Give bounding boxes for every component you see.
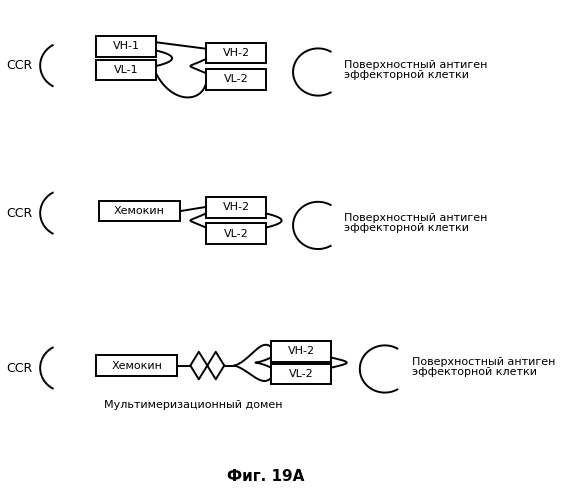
FancyBboxPatch shape [99, 201, 180, 222]
Text: VH-2: VH-2 [222, 202, 249, 212]
FancyBboxPatch shape [206, 224, 266, 244]
Text: Хемокин: Хемокин [114, 206, 165, 216]
Text: CCR: CCR [6, 206, 32, 220]
Text: эффекторной клетки: эффекторной клетки [344, 70, 469, 81]
Text: Мультимеризационный домен: Мультимеризационный домен [104, 400, 282, 410]
Text: Поверхностный антиген: Поверхностный антиген [412, 356, 555, 366]
FancyBboxPatch shape [271, 341, 331, 361]
Text: эффекторной клетки: эффекторной клетки [412, 368, 537, 378]
Text: CCR: CCR [6, 59, 32, 72]
Text: VL-2: VL-2 [289, 369, 313, 379]
Text: Поверхностный антиген: Поверхностный антиген [344, 212, 487, 222]
Text: эффекторной клетки: эффекторной клетки [344, 224, 469, 234]
Text: Хемокин: Хемокин [112, 360, 162, 370]
Text: VL-1: VL-1 [114, 65, 139, 75]
Text: VL-2: VL-2 [223, 74, 248, 85]
Text: VL-2: VL-2 [223, 229, 248, 239]
FancyBboxPatch shape [97, 36, 157, 57]
FancyBboxPatch shape [206, 42, 266, 63]
FancyBboxPatch shape [206, 69, 266, 89]
FancyBboxPatch shape [271, 364, 331, 384]
Text: VH-1: VH-1 [113, 42, 140, 51]
FancyBboxPatch shape [97, 60, 157, 80]
FancyBboxPatch shape [206, 197, 266, 218]
Text: CCR: CCR [6, 362, 32, 374]
FancyBboxPatch shape [97, 355, 177, 376]
Text: Поверхностный антиген: Поверхностный антиген [344, 60, 487, 70]
Text: VH-2: VH-2 [287, 346, 314, 356]
Text: Фиг. 19A: Фиг. 19A [228, 468, 305, 483]
Text: VH-2: VH-2 [222, 48, 249, 58]
